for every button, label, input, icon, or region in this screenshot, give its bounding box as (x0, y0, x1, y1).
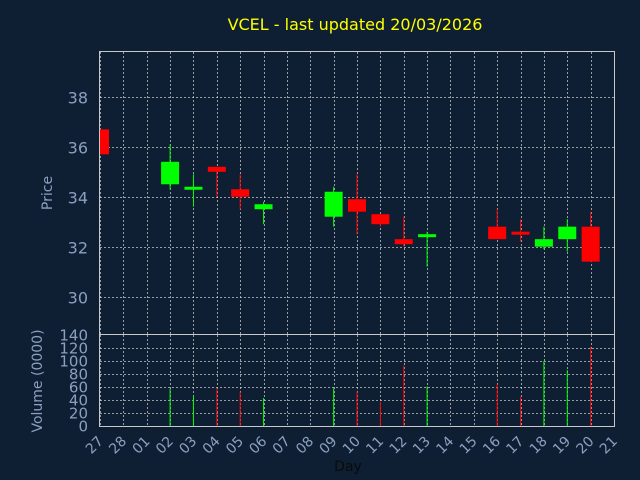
x-tick-label: 28 (106, 434, 130, 458)
x-tick-label: 04 (200, 433, 224, 457)
x-tick-label: 10 (340, 434, 364, 458)
chart-title: VCEL - last updated 20/03/2026 (228, 15, 483, 34)
x-tick-label: 02 (153, 434, 177, 458)
x-tick-label: 06 (246, 433, 270, 457)
x-tick-label: 08 (293, 434, 317, 458)
price-y-tick-label: 36 (68, 139, 88, 158)
candle-body (394, 239, 413, 245)
x-tick-label: 21 (597, 434, 621, 458)
candle (371, 214, 390, 227)
volume-axis-label: Volume (0000) (30, 329, 46, 432)
x-tick-label: 27 (83, 434, 107, 458)
candle (348, 174, 366, 235)
candle-body (207, 166, 226, 172)
price-y-tick-label: 32 (68, 239, 88, 258)
candle (207, 166, 226, 197)
candle (581, 211, 600, 262)
candle-body (348, 199, 366, 212)
candle-body (488, 226, 507, 240)
x-tick-label: 12 (387, 434, 411, 458)
volume-y-tick-label: 20 (69, 405, 88, 423)
volume-gridlines (100, 335, 615, 426)
candle (394, 216, 413, 247)
price-y-tick-label: 38 (68, 89, 88, 108)
candle-body (418, 234, 437, 238)
candle-body (161, 161, 180, 185)
volume-y-tick-label: 40 (69, 392, 88, 410)
volume-y-tick-label: 0 (78, 418, 88, 436)
candle-body (558, 226, 577, 240)
candle (184, 174, 203, 207)
x-tick-label: 09 (317, 434, 341, 458)
candle (231, 174, 250, 210)
x-tick-labels: 27 28 01 02 03 04 05 06 07 08 09 10 11 12 13 14 15 16 17 18… (83, 433, 621, 457)
candle (254, 201, 273, 225)
candle-body (581, 226, 600, 262)
candle-body (184, 186, 203, 190)
x-tick-label: 05 (223, 434, 247, 458)
price-y-tick-label: 34 (68, 189, 88, 208)
candle (534, 226, 553, 250)
x-tick-label: 19 (550, 434, 574, 458)
candle (558, 219, 577, 252)
x-tick-label: 15 (457, 434, 481, 458)
x-tick-label: 16 (480, 433, 504, 457)
x-tick-label: 14 (433, 433, 457, 457)
candle-body (231, 189, 250, 197)
volume-y-tick-label: 120 (59, 340, 88, 358)
price-candles (99, 129, 600, 267)
candle-body (324, 191, 343, 217)
x-tick-label: 07 (270, 434, 294, 458)
candle-body (511, 231, 530, 235)
volume-y-tick-label: 140 (59, 327, 88, 345)
candle (161, 144, 180, 190)
price-axis-label: Price (40, 176, 56, 210)
x-tick-label: 17 (503, 434, 527, 458)
candle (511, 219, 530, 242)
volume-y-tick-label: 80 (69, 366, 88, 384)
x-tick-label: 20 (574, 434, 598, 458)
candle-body (371, 214, 390, 225)
candle (418, 231, 437, 267)
candle (324, 186, 343, 227)
x-tick-label: 13 (410, 434, 434, 458)
candle-body (254, 204, 273, 210)
x-axis-label: Day (334, 459, 362, 475)
price-y-tick-labels: 30 32 34 36 38 (68, 89, 88, 308)
x-tick-label: 11 (363, 434, 387, 458)
candle (99, 129, 109, 155)
x-tick-label: 01 (130, 434, 154, 458)
volume-y-tick-label: 60 (69, 379, 88, 397)
volume-y-tick-label: 100 (59, 353, 88, 371)
price-panel: 30 32 34 36 38 Price (40, 51, 615, 335)
candle-body (534, 239, 553, 247)
price-y-tick-label: 30 (68, 289, 88, 308)
x-tick-label: 03 (176, 434, 200, 458)
candle (488, 209, 507, 240)
volume-bars (169, 346, 592, 426)
x-tick-label: 18 (527, 434, 551, 458)
candle-body (100, 129, 109, 155)
volume-plot-frame (99, 334, 615, 427)
